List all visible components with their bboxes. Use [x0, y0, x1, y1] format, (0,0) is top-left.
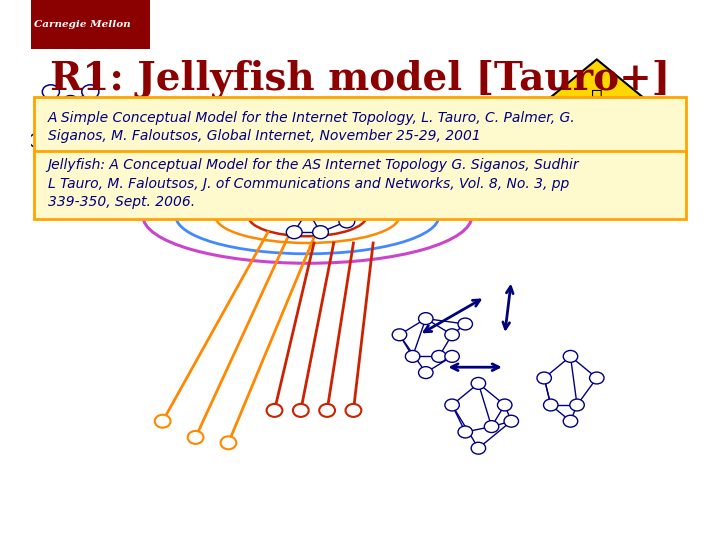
- Text: R1: Jellyfish model [Tauro+]: R1: Jellyfish model [Tauro+]: [50, 59, 670, 98]
- Circle shape: [220, 436, 236, 449]
- Circle shape: [89, 155, 105, 169]
- FancyBboxPatch shape: [31, 0, 150, 49]
- Circle shape: [114, 150, 132, 164]
- Circle shape: [75, 117, 92, 131]
- Text: A Simple Conceptual Model for the Internet Topology, L. Tauro, C. Palmer, G.
Sig: A Simple Conceptual Model for the Intern…: [48, 111, 575, 143]
- Circle shape: [300, 204, 315, 217]
- Circle shape: [458, 318, 472, 330]
- Circle shape: [293, 404, 309, 417]
- Circle shape: [418, 313, 433, 325]
- Circle shape: [287, 226, 302, 239]
- Circle shape: [418, 367, 433, 379]
- Circle shape: [405, 350, 420, 362]
- Circle shape: [464, 145, 479, 157]
- Circle shape: [471, 377, 485, 389]
- Circle shape: [570, 399, 585, 411]
- Circle shape: [260, 188, 276, 201]
- Circle shape: [498, 399, 512, 411]
- Circle shape: [544, 399, 558, 411]
- Circle shape: [471, 442, 485, 454]
- Circle shape: [155, 415, 171, 428]
- Circle shape: [590, 372, 604, 384]
- Circle shape: [42, 85, 60, 99]
- Circle shape: [188, 431, 204, 444]
- Circle shape: [425, 156, 440, 168]
- Text: 🚗: 🚗: [591, 87, 603, 107]
- Circle shape: [266, 204, 282, 217]
- Circle shape: [319, 183, 335, 195]
- Circle shape: [266, 404, 282, 417]
- Circle shape: [312, 226, 328, 239]
- Circle shape: [504, 415, 518, 427]
- Circle shape: [478, 172, 492, 184]
- Circle shape: [82, 85, 99, 99]
- Circle shape: [36, 106, 53, 120]
- Circle shape: [62, 123, 79, 137]
- Circle shape: [563, 415, 577, 427]
- Circle shape: [451, 161, 466, 173]
- Circle shape: [108, 128, 125, 142]
- Circle shape: [485, 421, 499, 433]
- Circle shape: [458, 426, 472, 438]
- Circle shape: [346, 404, 361, 417]
- Circle shape: [399, 172, 413, 184]
- FancyBboxPatch shape: [35, 151, 685, 219]
- Polygon shape: [551, 59, 643, 135]
- Circle shape: [438, 183, 453, 195]
- Circle shape: [359, 193, 374, 206]
- Circle shape: [29, 133, 46, 147]
- Circle shape: [445, 329, 459, 341]
- Circle shape: [280, 183, 295, 195]
- Text: Jellyfish: A Conceptual Model for the AS Internet Topology G. Siganos, Sudhir
L : Jellyfish: A Conceptual Model for the AS…: [48, 158, 579, 209]
- Circle shape: [445, 399, 459, 411]
- Circle shape: [392, 329, 407, 341]
- Circle shape: [247, 193, 263, 206]
- Circle shape: [319, 404, 335, 417]
- Circle shape: [346, 183, 361, 195]
- Circle shape: [333, 204, 348, 217]
- Circle shape: [445, 350, 459, 362]
- Circle shape: [537, 372, 552, 384]
- Circle shape: [432, 350, 446, 362]
- Circle shape: [563, 350, 577, 362]
- FancyBboxPatch shape: [35, 97, 685, 157]
- Circle shape: [392, 151, 407, 163]
- Circle shape: [339, 215, 355, 228]
- Circle shape: [62, 96, 79, 110]
- Circle shape: [412, 188, 426, 200]
- Text: Carnegie Mellon: Carnegie Mellon: [35, 20, 131, 29]
